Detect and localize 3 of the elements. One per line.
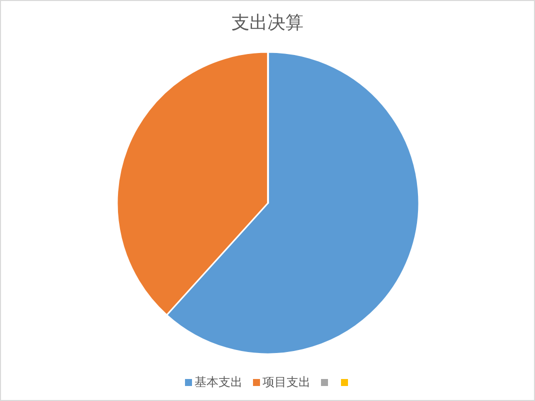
legend-label: 基本支出 — [194, 375, 242, 389]
legend-label: 项目支出 — [262, 375, 310, 389]
chart-title: 支出决算 — [232, 12, 304, 34]
